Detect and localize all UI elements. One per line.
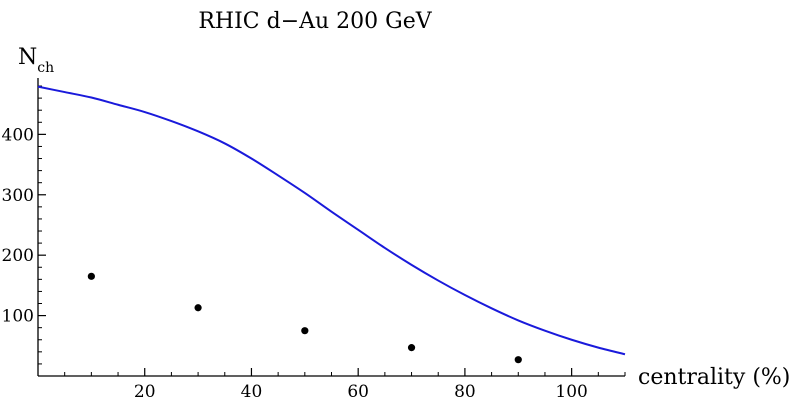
x-tick-label: 80: [454, 382, 476, 402]
y-tick-label: 300: [2, 186, 34, 206]
axes: 20 40 60 80 100 100 200 300 400: [2, 78, 626, 402]
y-tick-label: 200: [2, 246, 34, 266]
chart-title: RHIC d−Au 200 GeV: [198, 9, 432, 34]
x-tick-label: 60: [347, 382, 369, 402]
x-tick-label: 20: [134, 382, 156, 402]
x-tick-label: 100: [555, 382, 587, 402]
data-point: [87, 272, 95, 280]
x-axis-label: centrality (%): [638, 365, 790, 390]
series-layer: [37, 85, 626, 364]
data-point: [194, 304, 202, 312]
data-point: [407, 344, 416, 352]
y-tick-label: 100: [2, 307, 34, 327]
data-point: [514, 356, 522, 364]
y-tick-label: 400: [2, 125, 34, 145]
x-tick-label: 40: [241, 382, 263, 402]
data-point: [301, 327, 309, 335]
y-axis-label-sub: ch: [37, 60, 54, 76]
y-axis-label-main: N: [18, 45, 37, 70]
y-axis-label: Nch: [18, 45, 54, 76]
series-line-0: [37, 85, 626, 356]
